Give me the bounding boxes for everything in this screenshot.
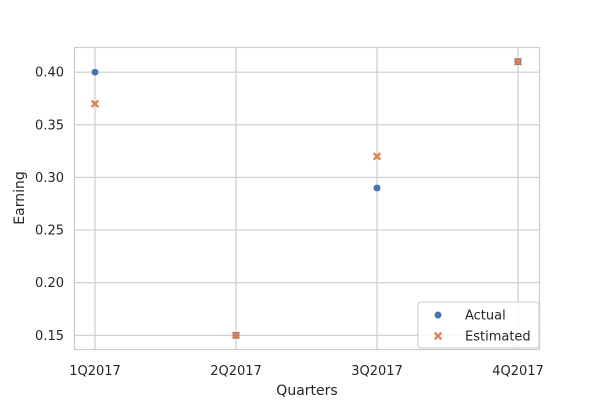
x-axis-label: Quarters — [276, 383, 337, 399]
estimated-point — [372, 152, 382, 161]
y-axis-label: Earning — [12, 171, 28, 224]
y-tick-label: 0.25 — [35, 224, 64, 239]
legend-label-estimated: Estimated — [465, 330, 531, 345]
legend-label-actual: Actual — [465, 309, 506, 324]
y-tick-label: 0.20 — [35, 276, 64, 291]
data-points — [90, 57, 523, 340]
plot-frame — [73, 46, 541, 351]
legend: Actual Estimated — [417, 301, 540, 349]
y-tick-label: 0.40 — [35, 66, 64, 81]
x-tick-label: 2Q2017 — [210, 364, 262, 379]
legend-marker-estimated — [433, 331, 443, 341]
actual-point — [90, 68, 100, 77]
estimated-point — [231, 331, 241, 340]
legend-box — [417, 301, 540, 349]
actual-point — [372, 183, 382, 193]
y-tick-label: 0.30 — [35, 171, 64, 186]
estimated-point — [90, 99, 100, 108]
estimated-point — [513, 57, 523, 66]
x-tick-label: 1Q2017 — [69, 364, 121, 379]
y-tick-label: 0.35 — [35, 118, 64, 133]
x-tick-labels: 1Q2017 2Q2017 3Q2017 4Q2017 — [69, 364, 544, 379]
y-tick-labels: 0.15 0.20 0.25 0.30 0.35 0.40 — [35, 66, 64, 344]
x-tick-label: 4Q2017 — [492, 364, 544, 379]
y-tick-label: 0.15 — [35, 329, 64, 344]
x-tick-label: 3Q2017 — [351, 364, 403, 379]
legend-marker-actual — [433, 310, 443, 320]
grid-lines — [75, 48, 539, 349]
